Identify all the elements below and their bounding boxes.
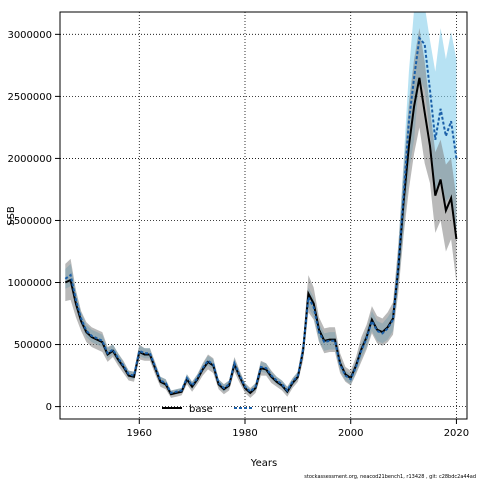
x-axis-title: Years [250, 458, 277, 469]
y-tick-label: 3000000 [7, 30, 52, 41]
confidence-bands [65, 12, 457, 398]
x-axis: 1960 1980 2000 2020 [127, 419, 469, 439]
y-tick-label: 1000000 [7, 278, 52, 289]
y-tick-label: 500000 [14, 340, 52, 351]
legend: base current [162, 404, 297, 415]
legend-current-label: current [261, 404, 297, 415]
legend-base-label: base [189, 404, 213, 415]
plot-frame [59, 11, 468, 420]
base-confidence-band [65, 28, 457, 398]
y-axis: 0 500000 1000000 1500000 2000000 2500000 30000… [7, 30, 60, 413]
y-tick-label: 1500000 [7, 216, 52, 227]
series-lines [64, 35, 458, 396]
footnote: stockassessment.org, neacod21bench1, r13… [304, 474, 476, 480]
base-series-line [64, 77, 458, 396]
y-tick-label: 2500000 [7, 92, 52, 103]
x-tick-label: 2000 [338, 428, 363, 439]
current-series-line [64, 35, 458, 395]
x-tick-label: 1960 [127, 428, 152, 439]
y-tick-label: 0 [46, 402, 52, 413]
current-confidence-band [65, 12, 457, 396]
y-tick-label: 2000000 [7, 154, 52, 165]
x-tick-label: 2020 [444, 428, 469, 439]
x-tick-label: 1980 [232, 428, 257, 439]
y-axis-title: SSB [6, 206, 17, 226]
